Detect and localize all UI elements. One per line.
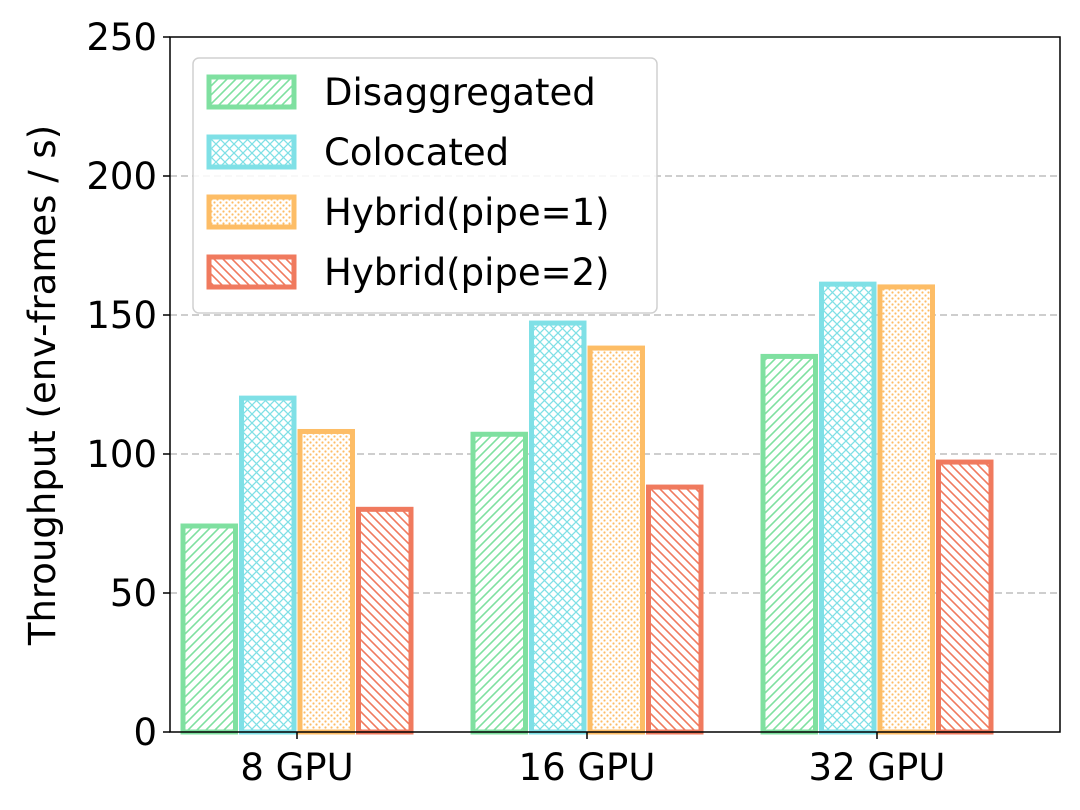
legend-label: Disaggregated xyxy=(324,71,596,114)
bars xyxy=(180,281,994,735)
bar-hybrid-pipe-2--8-gpu xyxy=(356,506,414,735)
bar-colocated-8-gpu xyxy=(239,395,297,735)
legend-label: Colocated xyxy=(324,131,509,174)
y-tick-label: 50 xyxy=(110,572,157,615)
y-tick-label: 150 xyxy=(86,294,157,337)
y-tick-label: 200 xyxy=(86,155,157,198)
legend-frame xyxy=(192,57,658,314)
bar-colocated-16-gpu xyxy=(529,320,587,735)
bar-disaggregated-8-gpu xyxy=(180,523,238,735)
legend-swatch xyxy=(206,74,297,110)
legend-swatch xyxy=(206,254,297,290)
bar-colocated-32-gpu xyxy=(819,281,877,735)
x-tick-label: 32 GPU xyxy=(809,746,946,789)
bar-hybrid-pipe-2--16-gpu xyxy=(646,484,704,735)
bar-hybrid-pipe-2--32-gpu xyxy=(936,459,994,735)
legend-swatch xyxy=(206,194,297,230)
y-tick-label: 100 xyxy=(86,433,157,476)
bar-hybrid-pipe-1--8-gpu xyxy=(297,428,355,735)
plot-frame xyxy=(169,36,1061,733)
x-axis-ticks: 8 GPU 16 GPU 32 GPU xyxy=(240,732,945,789)
legend-swatch xyxy=(206,134,297,170)
y-axis-ticks: 0 50 100 150 200 250 xyxy=(86,16,170,754)
x-tick-label: 16 GPU xyxy=(519,746,656,789)
y-tick-label: 0 xyxy=(133,711,157,754)
bar-hybrid-pipe-1--32-gpu xyxy=(877,284,935,735)
legend-label: Hybrid(pipe=2) xyxy=(324,251,610,294)
legend-label: Hybrid(pipe=1) xyxy=(324,191,610,234)
bar-hybrid-pipe-1--16-gpu xyxy=(587,345,645,735)
bar-disaggregated-16-gpu xyxy=(470,431,528,735)
legend: Disaggregated Colocated Hybrid(pipe=1) Hybr… xyxy=(192,57,658,314)
y-tick-label: 250 xyxy=(86,16,157,59)
bar-disaggregated-32-gpu xyxy=(760,353,818,735)
x-tick-label: 8 GPU xyxy=(240,746,353,789)
y-axis-label: Throughput (env-frames / s) xyxy=(21,125,64,646)
